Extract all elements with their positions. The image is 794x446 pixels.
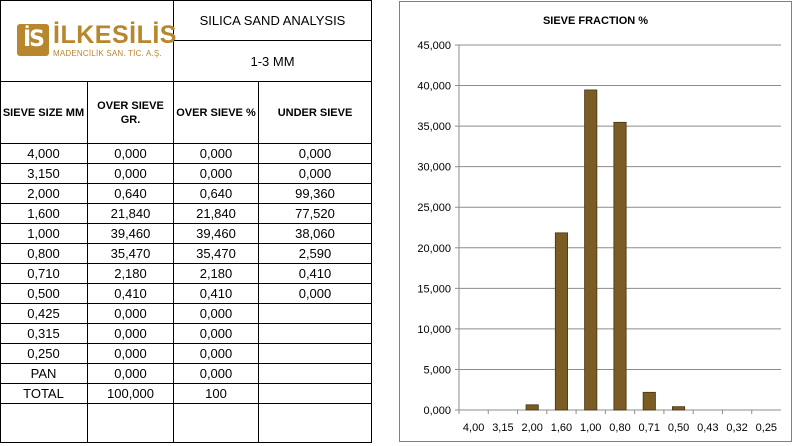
table-cell: 3,150 <box>0 164 88 184</box>
chart-bar <box>554 232 569 411</box>
chart-title: SIEVE FRACTION % <box>542 15 649 27</box>
y-tick-label: 10,000 <box>417 324 451 336</box>
y-tick-label: 15,000 <box>417 283 451 295</box>
y-tick-label: 20,000 <box>417 243 451 255</box>
table-cell: 0,500 <box>0 284 88 304</box>
table-cell: 100,000 <box>88 384 174 404</box>
size-range: 1-3 MM <box>174 41 372 82</box>
sieve-fraction-chart: SIEVE FRACTION % 0,000 5,000 10,000 15,000 2… <box>399 1 792 442</box>
table-cell <box>259 324 372 344</box>
x-tick-label: 0,32 <box>726 422 747 434</box>
chart-bar <box>642 391 656 411</box>
table-cell <box>259 384 372 404</box>
table-cell: 21,840 <box>174 204 259 224</box>
analysis-sheet: İS İLKESİLİS MADENCİLİK SAN. TİC. A.Ş. SILI… <box>0 0 374 444</box>
logo-subtitle: MADENCİLİK SAN. TİC. A.Ş. <box>53 49 162 58</box>
table-cell: 0,000 <box>88 144 174 164</box>
table-cell <box>174 404 259 443</box>
table-cell: 0,000 <box>88 164 174 184</box>
y-tick-label: 45,000 <box>417 40 451 52</box>
table-cell: 2,590 <box>259 244 372 264</box>
table-cell: 1,600 <box>0 204 88 224</box>
table-cell: 21,840 <box>88 204 174 224</box>
company-logo: İS İLKESİLİS MADENCİLİK SAN. TİC. A.Ş. <box>17 21 176 62</box>
logo-wordmark: İLKESİLİS <box>53 21 177 49</box>
table-cell <box>88 404 174 443</box>
table-cell: 0,640 <box>88 184 174 204</box>
x-tick-label: 4,00 <box>463 422 484 434</box>
table-cell: 0,315 <box>0 324 88 344</box>
table-cell: 4,000 <box>0 144 88 164</box>
y-tick-label: 25,000 <box>417 202 451 214</box>
logo-mark-icon: İS <box>17 24 49 56</box>
x-tick-label: 0,80 <box>609 422 630 434</box>
table-cell: 39,460 <box>174 224 259 244</box>
table-cell: 0,410 <box>259 264 372 284</box>
table-cell: 0,410 <box>88 284 174 304</box>
table-cell: 0,000 <box>174 304 259 324</box>
table-cell: 100 <box>174 384 259 404</box>
table-cell: 0,000 <box>88 324 174 344</box>
column-header: UNDER SIEVE <box>259 82 372 144</box>
table-cell: 0,800 <box>0 244 88 264</box>
report-title: SILICA SAND ANALYSIS <box>174 0 372 41</box>
chart-canvas: 0,000 5,000 10,000 15,000 20,000 25,000 30,000… <box>417 40 781 434</box>
table-cell <box>259 404 372 443</box>
table-cell: 0,000 <box>174 324 259 344</box>
table-cell: 1,000 <box>0 224 88 244</box>
table-cell: 0,000 <box>259 284 372 304</box>
chart-bar <box>613 121 627 411</box>
table-cell: 0,000 <box>259 164 372 184</box>
table-cell: 0,000 <box>174 344 259 364</box>
y-tick-label: 30,000 <box>417 162 451 174</box>
table-cell: 99,360 <box>259 184 372 204</box>
table-cell: 0,000 <box>88 364 174 384</box>
y-tick-label: 35,000 <box>417 121 451 133</box>
table-cell: 0,000 <box>174 164 259 184</box>
table-cell: TOTAL <box>0 384 88 404</box>
table-cell: 0,710 <box>0 264 88 284</box>
x-tick-label: 2,00 <box>521 422 542 434</box>
table-cell: 0,250 <box>0 344 88 364</box>
table-cell: 35,470 <box>174 244 259 264</box>
table-cell: 0,640 <box>174 184 259 204</box>
table-cell: 39,460 <box>88 224 174 244</box>
table-cell: 35,470 <box>88 244 174 264</box>
table-cell: 77,520 <box>259 204 372 224</box>
table-cell: 0,000 <box>174 364 259 384</box>
x-tick-label: 1,60 <box>551 422 572 434</box>
chart-bar <box>584 89 598 411</box>
x-tick-label: 3,15 <box>492 422 513 434</box>
x-tick-label: 0,43 <box>697 422 718 434</box>
table-cell: 38,060 <box>259 224 372 244</box>
table-cell: 0,000 <box>88 304 174 324</box>
chart-bar <box>671 406 686 411</box>
x-tick-label: 0,50 <box>668 422 689 434</box>
table-cell: 2,180 <box>88 264 174 284</box>
chart-bar <box>525 404 539 411</box>
table-cell: 0,000 <box>88 344 174 364</box>
table-cell: 2,000 <box>0 184 88 204</box>
logo-cell: İS İLKESİLİS MADENCİLİK SAN. TİC. A.Ş. <box>0 0 176 82</box>
table-cell <box>0 404 88 443</box>
column-header: OVER SIEVE GR. <box>88 82 174 144</box>
x-tick-label: 1,00 <box>580 422 601 434</box>
y-tick-label: 5,000 <box>423 364 451 376</box>
column-header: OVER SIEVE % <box>174 82 259 144</box>
table-cell <box>259 344 372 364</box>
table-cell: 0,000 <box>174 144 259 164</box>
table-cell <box>259 364 372 384</box>
x-tick-label: 0,71 <box>639 422 660 434</box>
table-cell: 0,425 <box>0 304 88 324</box>
table-cell: PAN <box>0 364 88 384</box>
y-tick-label: 0,000 <box>423 405 451 417</box>
table-cell: 2,180 <box>174 264 259 284</box>
table-cell: 0,410 <box>174 284 259 304</box>
x-tick-label: 0,25 <box>756 422 777 434</box>
table-cell <box>259 304 372 324</box>
table-cell: 0,000 <box>259 144 372 164</box>
y-tick-label: 40,000 <box>417 81 451 93</box>
column-header: SIEVE SIZE MM <box>0 82 88 144</box>
